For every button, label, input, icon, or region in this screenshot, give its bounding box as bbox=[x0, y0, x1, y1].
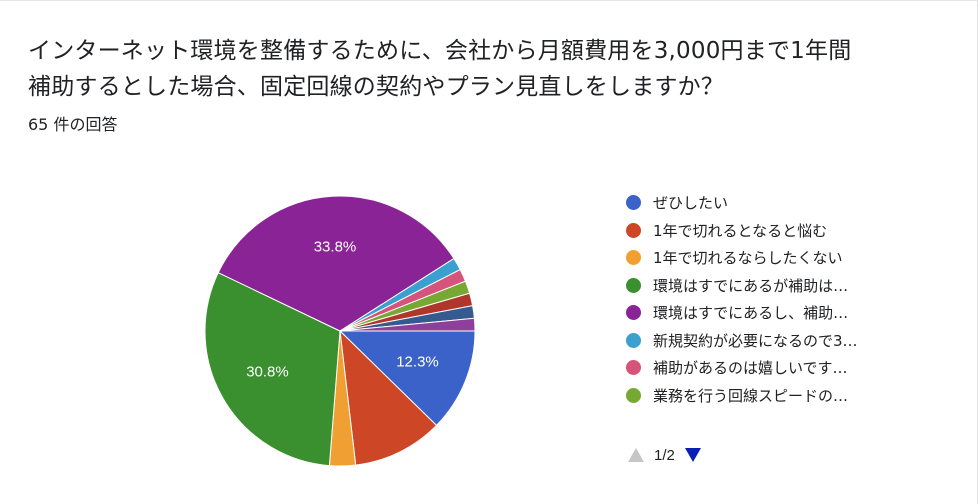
pie-slices bbox=[204, 195, 476, 467]
triangle-up-icon bbox=[628, 448, 644, 462]
pie-slice-1[interactable] bbox=[338, 330, 476, 427]
pie-slice-11[interactable] bbox=[339, 317, 476, 332]
legend-item-4[interactable]: 環境はすでにあるが補助は… bbox=[626, 272, 926, 300]
legend-item-7[interactable]: 補助があるのは嬉しいです… bbox=[626, 354, 926, 382]
question-title-line-1: インターネット環境を整備するために、会社から月額費用を3,000円まで1年間 bbox=[28, 38, 852, 64]
question-title: インターネット環境を整備するために、会社から月額費用を3,000円まで1年間 補… bbox=[28, 33, 928, 105]
legend-label-4: 環境はすでにあるが補助は… bbox=[653, 276, 849, 295]
legend-pager: 1/2 bbox=[628, 443, 701, 467]
pager-page-indicator: 1/2 bbox=[654, 446, 675, 464]
legend-label-7: 補助があるのは嬉しいです… bbox=[653, 359, 848, 378]
legend-dot-6 bbox=[626, 332, 641, 348]
pie-slice-label-5: 33.8% bbox=[314, 238, 357, 255]
triangle-down-icon[interactable] bbox=[684, 448, 701, 462]
pie-chart: 12.3% 30.8% 33.8% bbox=[204, 195, 476, 467]
legend-item-5[interactable]: 環境はすでにあるし、補助… bbox=[626, 299, 926, 327]
legend-item-6[interactable]: 新規契約が必要になるので3… bbox=[626, 327, 926, 355]
legend-label-8: 業務を行う回線スピードの… bbox=[653, 386, 849, 405]
chart-legend: ぜひしたい 1年で切れるとなると悩む 1年で切れるならしたくない 環境はすでにあ… bbox=[626, 189, 926, 409]
legend-item-3[interactable]: 1年で切れるならしたくない bbox=[626, 244, 926, 272]
legend-label-1: ぜひしたい bbox=[653, 194, 729, 213]
pie-slice-5[interactable] bbox=[217, 195, 455, 332]
legend-item-8[interactable]: 業務を行う回線スピードの… bbox=[626, 382, 926, 410]
question-title-line-2: 補助するとした場合、固定回線の契約やプラン見直しをしますか？ bbox=[28, 74, 724, 100]
legend-dot-8 bbox=[626, 387, 641, 403]
legend-dot-4 bbox=[626, 277, 641, 293]
legend-label-5: 環境はすでにあるし、補助… bbox=[653, 304, 849, 323]
pie-slice-4[interactable] bbox=[204, 271, 341, 467]
legend-item-1[interactable]: ぜひしたい bbox=[626, 189, 926, 217]
legend-dot-3 bbox=[626, 250, 641, 266]
legend-label-2: 1年で切れるとなると悩む bbox=[653, 221, 828, 240]
legend-dot-7 bbox=[626, 360, 641, 376]
response-count: 65 件の回答 bbox=[28, 115, 118, 134]
legend-label-3: 1年で切れるならしたくない bbox=[653, 249, 843, 268]
legend-dot-2 bbox=[626, 222, 641, 238]
legend-dot-1 bbox=[626, 195, 641, 211]
pie-slice-labels: 12.3% 30.8% 33.8% bbox=[246, 238, 439, 380]
pie-slice-2[interactable] bbox=[339, 329, 438, 466]
legend-dot-5 bbox=[626, 305, 641, 321]
legend-item-2[interactable]: 1年で切れるとなると悩む bbox=[626, 217, 926, 245]
legend-label-6: 新規契約が必要になるので3… bbox=[653, 331, 858, 350]
pie-slice-label-1: 12.3% bbox=[396, 354, 439, 371]
pie-slice-label-4: 30.8% bbox=[246, 364, 289, 381]
